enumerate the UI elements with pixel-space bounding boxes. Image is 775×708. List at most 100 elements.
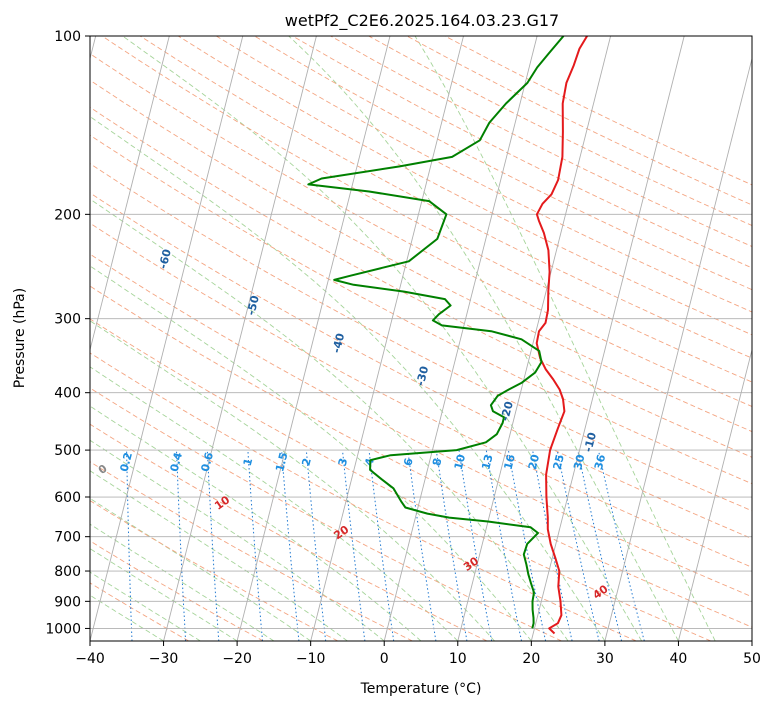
moist-adiabat-label: -20 xyxy=(498,400,516,423)
dry-adiabat-line xyxy=(90,423,488,641)
mixing-ratio-label: 36 xyxy=(592,453,608,471)
dry-adiabat-line xyxy=(90,163,752,512)
dry-adiabat-line xyxy=(90,192,752,540)
dry-adiabat-line xyxy=(90,79,752,433)
dry-adiabat-line xyxy=(139,36,752,359)
mixing-ratio-label: 1 xyxy=(241,457,255,468)
isotherm-line xyxy=(383,36,538,641)
plot-frame xyxy=(89,35,753,642)
y-tick-label: 700 xyxy=(54,530,81,546)
x-tick-label: −20 xyxy=(222,651,252,667)
moist-adiabat-line xyxy=(90,497,311,641)
moist-adiabat-line xyxy=(90,116,606,641)
moist-adiabat-line xyxy=(90,571,201,641)
y-tick-label: 300 xyxy=(54,312,81,328)
mixing-ratio-line xyxy=(176,450,187,641)
moist-adiabat-line xyxy=(414,36,716,641)
line-labels: 0.1 0.2 0.4 0.6 1 1.5 2 3 4 6 8 10 13 16 20 25 30 3601020… xyxy=(96,247,611,601)
mixing-ratio-line xyxy=(281,450,300,641)
dry-adiabat-line xyxy=(90,53,752,407)
mixing-ratio-line xyxy=(305,450,327,641)
isotherm-line xyxy=(90,36,244,641)
moist-adiabat-label: -50 xyxy=(244,294,262,317)
mixing-ratio-line xyxy=(407,450,437,641)
moist-adiabat-line xyxy=(90,439,385,641)
isotherm-line xyxy=(310,36,464,641)
dry-adiabat-line xyxy=(216,36,752,313)
dry-adiabat-line xyxy=(90,285,752,628)
mixing-ratio-line xyxy=(507,450,547,641)
y-tick-label: 600 xyxy=(54,490,81,506)
moist-adiabat-line xyxy=(90,523,275,641)
x-tick-label: −10 xyxy=(296,651,326,667)
mixing-ratio-label: 13 xyxy=(479,453,495,471)
y-axis-label: Pressure (hPa) xyxy=(12,288,28,388)
isotherm-line xyxy=(90,36,170,352)
mixing-ratio-lines xyxy=(126,449,645,641)
plot-area: 0.1 0.2 0.4 0.6 1 1.5 2 3 4 6 8 10 13 16 20 25 30 3601020… xyxy=(90,36,752,641)
mixing-ratio-label: 10 xyxy=(452,453,468,471)
pressure-gridlines xyxy=(90,36,752,629)
dry-adiabat-line xyxy=(90,387,562,641)
mixing-ratio-label: 0.6 xyxy=(199,451,216,473)
moist-adiabat-line xyxy=(90,470,348,641)
y-tick-label: 100 xyxy=(54,29,81,45)
mixing-ratio-label: 0.2 xyxy=(118,451,135,473)
dry-adiabat-line xyxy=(90,582,189,641)
moist-adiabat-line xyxy=(90,405,422,641)
x-axis: −40 −30 −20 −10 0 10 20 30 40 50 xyxy=(75,641,761,667)
mixing-ratio-line xyxy=(342,450,366,641)
moist-adiabat-line xyxy=(288,36,679,641)
mixing-ratio-line xyxy=(458,450,493,641)
moist-adiabat-line xyxy=(90,366,459,641)
mixing-ratio-label: 1.5 xyxy=(273,451,290,473)
x-tick-label: 20 xyxy=(522,651,540,667)
profiles xyxy=(307,36,588,635)
dry-adiabat-line xyxy=(406,36,752,206)
moist-adiabat-label: -60 xyxy=(156,247,174,270)
mixing-ratio-line xyxy=(597,449,645,641)
x-tick-label: −40 xyxy=(75,651,105,667)
mixing-ratio-label: 0.4 xyxy=(168,451,185,473)
y-tick-label: 1000 xyxy=(45,621,81,637)
dry-adiabat-line xyxy=(90,253,752,598)
profile-line xyxy=(535,36,588,635)
y-tick-label: 400 xyxy=(54,386,81,402)
mixing-ratio-label: 25 xyxy=(551,453,567,471)
mixing-ratio-line xyxy=(206,450,220,641)
moist-adiabat-line xyxy=(90,548,238,641)
moist-adiabat-label: -30 xyxy=(414,364,432,387)
isotherm-line xyxy=(751,639,752,641)
moist-adiabat-line xyxy=(90,320,495,641)
mixing-ratio-label: 3 xyxy=(336,457,350,468)
y-axis: 100 200 300 400 500 600 700 800 900 1000 xyxy=(45,29,90,637)
x-axis-label: Temperature (°C) xyxy=(360,681,482,697)
dry-adiabat-line xyxy=(368,36,752,227)
mixing-ratio-line xyxy=(556,450,600,641)
dry-adiabat-label: 10 xyxy=(212,493,232,513)
isotherm-line xyxy=(457,36,612,641)
dry-adiabat-line xyxy=(90,461,413,641)
y-tick-label: 800 xyxy=(54,564,81,580)
mixing-ratio-label: 2 xyxy=(299,457,313,468)
mixing-ratio-line xyxy=(485,450,522,641)
chart-title: wetPf2_C2E6.2025.164.03.23.G17 xyxy=(285,11,559,31)
isotherm-line xyxy=(530,36,685,641)
mixing-ratio-line xyxy=(247,450,263,641)
mixing-ratio-label: 8 xyxy=(430,457,444,468)
mixing-ratio-line xyxy=(435,450,468,641)
x-tick-label: 40 xyxy=(670,651,688,667)
moist-adiabat-label: -10 xyxy=(582,431,600,454)
moist-adiabat-label: -40 xyxy=(330,332,348,355)
mixing-ratio-label: 30 xyxy=(571,453,587,471)
x-tick-label: 50 xyxy=(743,651,761,667)
y-tick-label: 200 xyxy=(54,207,81,223)
x-tick-label: 30 xyxy=(596,651,614,667)
moist-adiabat-line xyxy=(90,198,569,641)
x-tick-label: 10 xyxy=(449,651,467,667)
x-tick-label: −30 xyxy=(149,651,179,667)
dry-adiabat-line xyxy=(90,352,637,641)
profile-line xyxy=(307,36,565,629)
moist-adiabat-line xyxy=(122,36,643,641)
